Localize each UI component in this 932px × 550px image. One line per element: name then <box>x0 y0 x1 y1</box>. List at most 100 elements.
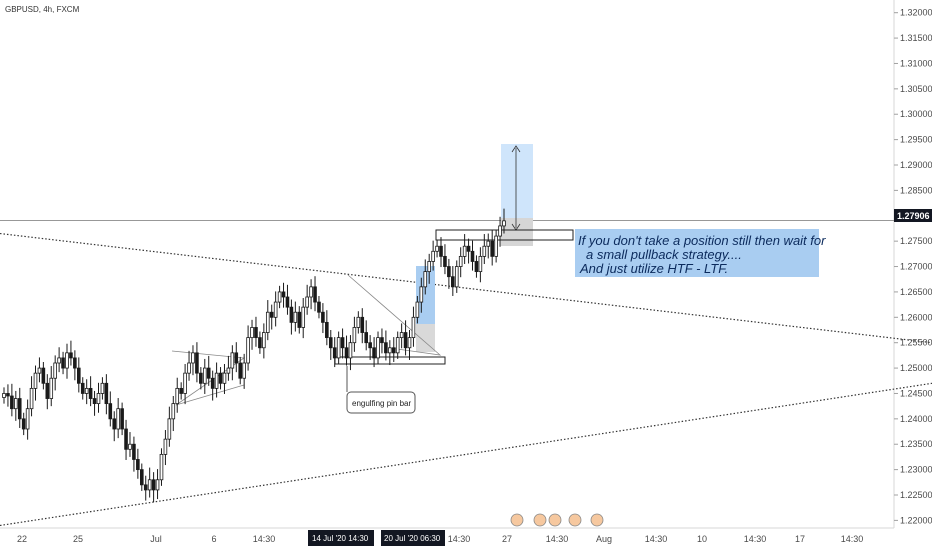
candle-body <box>336 337 341 359</box>
candle <box>277 285 282 309</box>
candle <box>384 330 388 361</box>
candle-body <box>486 240 491 247</box>
candle <box>242 353 246 389</box>
candle <box>372 337 376 368</box>
candle <box>226 355 231 381</box>
price-tick-label: 1.24500 <box>900 388 932 398</box>
earlier-stop-zone[interactable] <box>416 324 435 352</box>
price-tick-label: 1.29000 <box>900 160 932 170</box>
symbol-title: GBPUSD, 4h, FXCM <box>5 5 80 14</box>
price-tick-label: 1.23000 <box>900 465 932 475</box>
price-tick-label: 1.28500 <box>900 185 932 195</box>
candle <box>502 208 506 234</box>
annotation-note[interactable]: If you don't take a position still then … <box>575 229 826 277</box>
candle-body <box>285 296 290 308</box>
position-stop-zone[interactable] <box>501 218 533 246</box>
candle-body <box>277 291 282 303</box>
candle <box>136 448 140 479</box>
candle <box>96 382 101 413</box>
price-tick-label: 1.29500 <box>900 135 932 145</box>
price-tick-label: 1.32000 <box>900 8 932 18</box>
candle <box>163 430 168 466</box>
candle <box>454 260 459 293</box>
candle-body <box>128 443 132 450</box>
candle <box>25 399 30 440</box>
annotation-note-line: And just utilize HTF - LTF. <box>579 261 728 276</box>
price-axis: 1.32000 1.31500 1.31000 1.30500 1.30000 1.295… <box>894 8 932 525</box>
candle-body <box>502 220 506 227</box>
candle <box>399 323 404 349</box>
candle-body <box>88 387 93 399</box>
trendline[interactable] <box>0 232 932 344</box>
candle-body <box>269 311 274 318</box>
price-tick-label: 1.30000 <box>900 109 932 119</box>
candle-body <box>321 311 325 323</box>
event-flag-icon[interactable] <box>510 513 524 527</box>
candle <box>474 255 479 278</box>
candle <box>269 304 274 330</box>
candle-body <box>171 403 176 420</box>
price-tick-label: 1.27000 <box>900 262 932 272</box>
annotation-note-line: a small pullback strategy.... <box>586 247 742 262</box>
candle <box>108 391 113 427</box>
candle <box>214 362 219 398</box>
candle-body <box>340 337 345 349</box>
candle <box>423 259 428 295</box>
candle <box>21 412 26 436</box>
candle <box>435 240 439 258</box>
candle-body <box>309 286 313 298</box>
event-flag-icon[interactable] <box>568 513 582 527</box>
candle-body <box>77 367 81 384</box>
candle <box>305 284 309 315</box>
candle <box>132 436 136 472</box>
candle <box>29 376 34 417</box>
candle-body <box>80 382 85 394</box>
callout-engulfing[interactable]: engulfing pin bar <box>346 366 416 414</box>
candle-body <box>364 332 369 344</box>
candle-body <box>187 362 191 374</box>
candle <box>289 299 294 335</box>
candle <box>143 475 148 501</box>
candle-body <box>415 301 420 318</box>
position-target-zone[interactable] <box>501 144 533 218</box>
candle-body <box>202 367 207 384</box>
candle <box>171 396 176 432</box>
candle-body <box>151 479 156 491</box>
candle <box>139 463 144 491</box>
time-tick-label: Aug <box>596 534 612 544</box>
candle <box>6 384 10 407</box>
price-tick-label: 1.22500 <box>900 490 932 500</box>
candle-body <box>427 261 431 273</box>
time-tick-label: 14:30 <box>546 534 569 544</box>
event-flag-icon[interactable] <box>533 513 547 527</box>
candle-body <box>37 367 42 374</box>
event-flag-icon[interactable] <box>590 513 604 527</box>
earlier-target-zone[interactable] <box>416 266 435 324</box>
candle <box>348 335 353 371</box>
drawings-layer <box>0 144 932 527</box>
candle <box>336 331 341 365</box>
candle-body <box>388 347 392 354</box>
candle <box>187 350 191 381</box>
wedge-pattern[interactable] <box>347 274 442 356</box>
time-marker-label: 20 Jul '20 06:30 <box>384 534 441 543</box>
candle <box>301 298 306 339</box>
candles-layer <box>2 208 506 503</box>
candle <box>92 390 97 416</box>
candle-body <box>447 266 451 278</box>
candle-body <box>65 352 69 369</box>
candle-body <box>33 372 38 389</box>
candle-body <box>230 352 235 369</box>
candle-body <box>69 352 73 359</box>
candle-body <box>14 398 18 410</box>
candle <box>151 472 156 503</box>
candle <box>451 266 455 296</box>
event-icons[interactable] <box>510 513 604 527</box>
candle-body <box>297 311 302 328</box>
event-flag-icon[interactable] <box>548 513 562 527</box>
candle <box>344 335 349 366</box>
candle <box>155 469 160 500</box>
candle <box>391 337 396 362</box>
candle <box>427 253 431 284</box>
